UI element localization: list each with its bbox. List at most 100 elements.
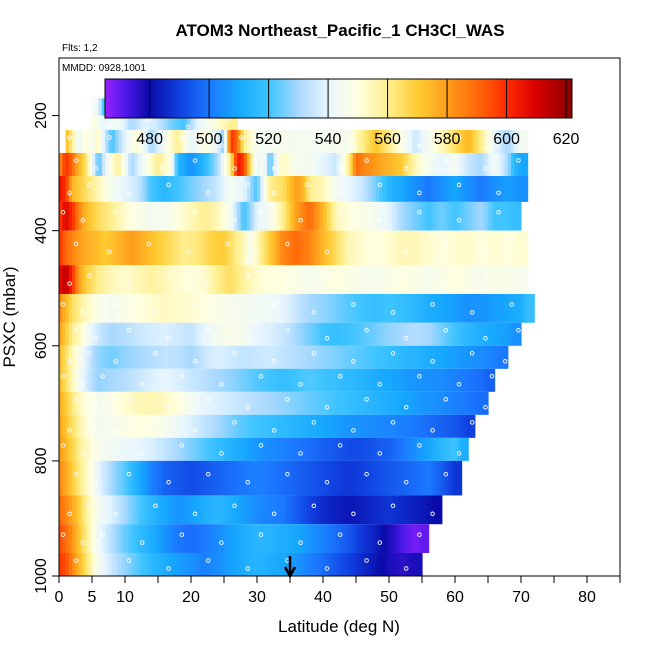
sample-point: [80, 218, 86, 223]
heatmap-cell: [286, 201, 291, 231]
heatmap-cell: [375, 152, 380, 176]
heatmap-cell: [389, 175, 393, 202]
heatmap-cell: [306, 552, 311, 576]
heatmap-cell: [303, 129, 308, 153]
heatmap-cell: [141, 345, 146, 369]
heatmap-cell: [405, 345, 410, 369]
sample-point: [351, 302, 356, 307]
heatmap-cell: [174, 552, 179, 576]
heatmap-cell: [332, 368, 337, 392]
heatmap-cell: [121, 437, 126, 461]
heatmap-cell: [316, 460, 321, 496]
heatmap-cell: [441, 391, 446, 415]
heatmap-cell: [323, 265, 327, 294]
heatmap-cell: [204, 391, 209, 415]
heatmap-cell: [349, 437, 354, 461]
heatmap-cell: [194, 152, 199, 176]
heatmap-cell: [227, 152, 232, 176]
heatmap-cell: [263, 201, 268, 231]
sample-point: [364, 241, 369, 247]
heatmap-cell: [418, 265, 423, 294]
heatmap-cell: [385, 460, 390, 496]
heatmap-cell: [481, 152, 486, 176]
heatmap-cell: [365, 293, 370, 323]
sample-point: [219, 451, 224, 456]
heatmap-cell: [230, 175, 235, 202]
heatmap-cell: [144, 552, 149, 576]
heatmap-cell: [422, 368, 426, 392]
heatmap-cell: [151, 322, 156, 346]
sample-point: [271, 428, 277, 433]
heatmap-cell: [293, 345, 298, 369]
heatmap-cell: [250, 230, 255, 266]
heatmap-cell: [405, 265, 410, 294]
heatmap-cell: [108, 368, 113, 392]
heatmap-cell: [365, 345, 370, 369]
heatmap-cell: [280, 437, 284, 461]
sample-point: [417, 190, 422, 196]
sample-point: [403, 479, 409, 485]
sample-point: [192, 302, 198, 307]
heatmap-cell: [125, 368, 129, 392]
heatmap-cell: [316, 175, 321, 202]
heatmap-cell: [448, 345, 453, 369]
heatmap-cell: [253, 175, 258, 202]
heatmap-cell: [326, 437, 331, 461]
sample-point: [186, 124, 191, 130]
sample-point: [245, 182, 251, 188]
heatmap-cell: [445, 368, 449, 392]
heatmap-cell: [293, 265, 298, 294]
heatmap-cell: [389, 368, 393, 392]
heatmap-cell: [438, 201, 443, 231]
heatmap-cell: [504, 293, 509, 323]
heatmap-cell: [131, 437, 136, 461]
heatmap-cell: [207, 230, 212, 266]
heatmap-cell: [412, 293, 416, 323]
heatmap-cell: [78, 345, 83, 369]
heatmap-cell: [352, 265, 357, 294]
heatmap-cell: [65, 265, 70, 294]
heatmap-cell: [375, 175, 380, 202]
heatmap-cell: [184, 368, 189, 392]
heatmap-cell: [214, 115, 218, 130]
heatmap-cell: [332, 391, 337, 415]
heatmap-cell: [306, 293, 311, 323]
heatmap-cell: [181, 175, 185, 202]
heatmap-cell: [65, 414, 70, 438]
heatmap-cell: [194, 322, 199, 346]
heatmap-cell: [484, 368, 489, 392]
sample-point: [496, 190, 501, 196]
heatmap-cell: [352, 345, 357, 369]
heatmap-cell: [336, 265, 341, 294]
heatmap-cell: [237, 437, 242, 461]
heatmap-cell: [125, 201, 129, 231]
heatmap-cell: [148, 495, 152, 525]
heatmap-cell: [217, 524, 222, 553]
heatmap-cell: [438, 437, 443, 461]
heatmap-cell: [95, 552, 100, 576]
heatmap-cell: [389, 460, 393, 496]
heatmap-cell: [187, 437, 192, 461]
heatmap-cell: [210, 552, 215, 576]
heatmap-cell: [217, 201, 222, 231]
heatmap-cell: [224, 115, 228, 130]
heatmap-cell: [356, 391, 360, 415]
heatmap-cell: [481, 391, 486, 415]
heatmap-cell: [131, 368, 136, 392]
heatmap-cell: [313, 495, 317, 525]
heatmap-cell: [194, 552, 199, 576]
heatmap-cell: [471, 391, 476, 415]
heatmap-cell: [217, 129, 222, 153]
heatmap-cell: [379, 201, 383, 231]
heatmap-cell: [283, 293, 288, 323]
heatmap-cell: [336, 201, 341, 231]
heatmap-cell: [243, 524, 248, 553]
heatmap-cell: [177, 129, 182, 153]
heatmap-cell: [108, 345, 113, 369]
heatmap-cell: [478, 175, 482, 202]
heatmap-cell: [75, 368, 80, 392]
heatmap-cell: [461, 129, 466, 153]
y-tick-label: 1000: [33, 558, 50, 594]
heatmap-cell: [369, 175, 374, 202]
heatmap-cell: [85, 524, 90, 553]
